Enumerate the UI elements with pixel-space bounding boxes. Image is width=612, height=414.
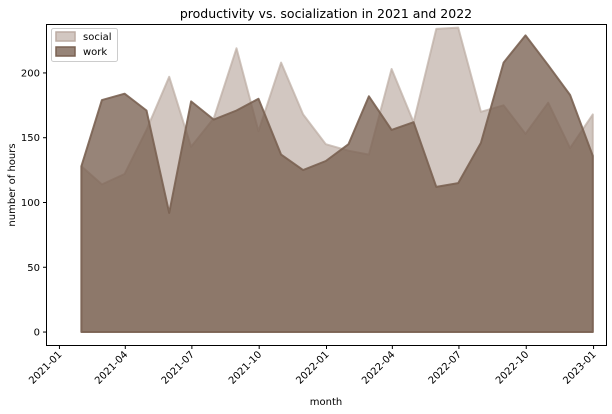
x-tick-label: 2021-07 bbox=[160, 349, 197, 386]
x-tick-label: 2021-04 bbox=[93, 349, 130, 386]
chart-title: productivity vs. socialization in 2021 a… bbox=[180, 6, 472, 21]
y-axis-label: number of hours bbox=[7, 143, 18, 226]
legend-swatch-work bbox=[55, 46, 76, 57]
x-tick-label: 2022-01 bbox=[294, 349, 331, 386]
y-axis: 0 50 100 150 200 bbox=[21, 68, 47, 339]
x-tick-label: 2022-10 bbox=[494, 349, 531, 386]
x-tick-label: 2022-04 bbox=[360, 349, 397, 386]
legend-label-work: work bbox=[83, 47, 107, 58]
x-tick-label: 2023-01 bbox=[561, 349, 598, 386]
x-tick-label: 2021-01 bbox=[27, 349, 64, 386]
area-work bbox=[80, 34, 594, 333]
legend-swatch-social bbox=[55, 31, 76, 42]
legend-label-social: social bbox=[83, 32, 112, 43]
x-axis: 2021-01 2021-04 2021-07 2021-10 2022-01 2022-… bbox=[27, 345, 599, 387]
y-tick-label: 100 bbox=[21, 198, 40, 209]
legend: social work bbox=[51, 28, 118, 62]
y-tick-label: 50 bbox=[27, 263, 40, 274]
y-tick-label: 200 bbox=[21, 68, 40, 79]
area-series-layer bbox=[80, 26, 594, 333]
x-tick-label: 2021-10 bbox=[227, 349, 264, 386]
x-tick-label: 2022-07 bbox=[427, 349, 464, 386]
y-tick-label: 0 bbox=[34, 328, 40, 339]
x-axis-label: month bbox=[310, 397, 342, 408]
y-tick-label: 150 bbox=[21, 133, 40, 144]
